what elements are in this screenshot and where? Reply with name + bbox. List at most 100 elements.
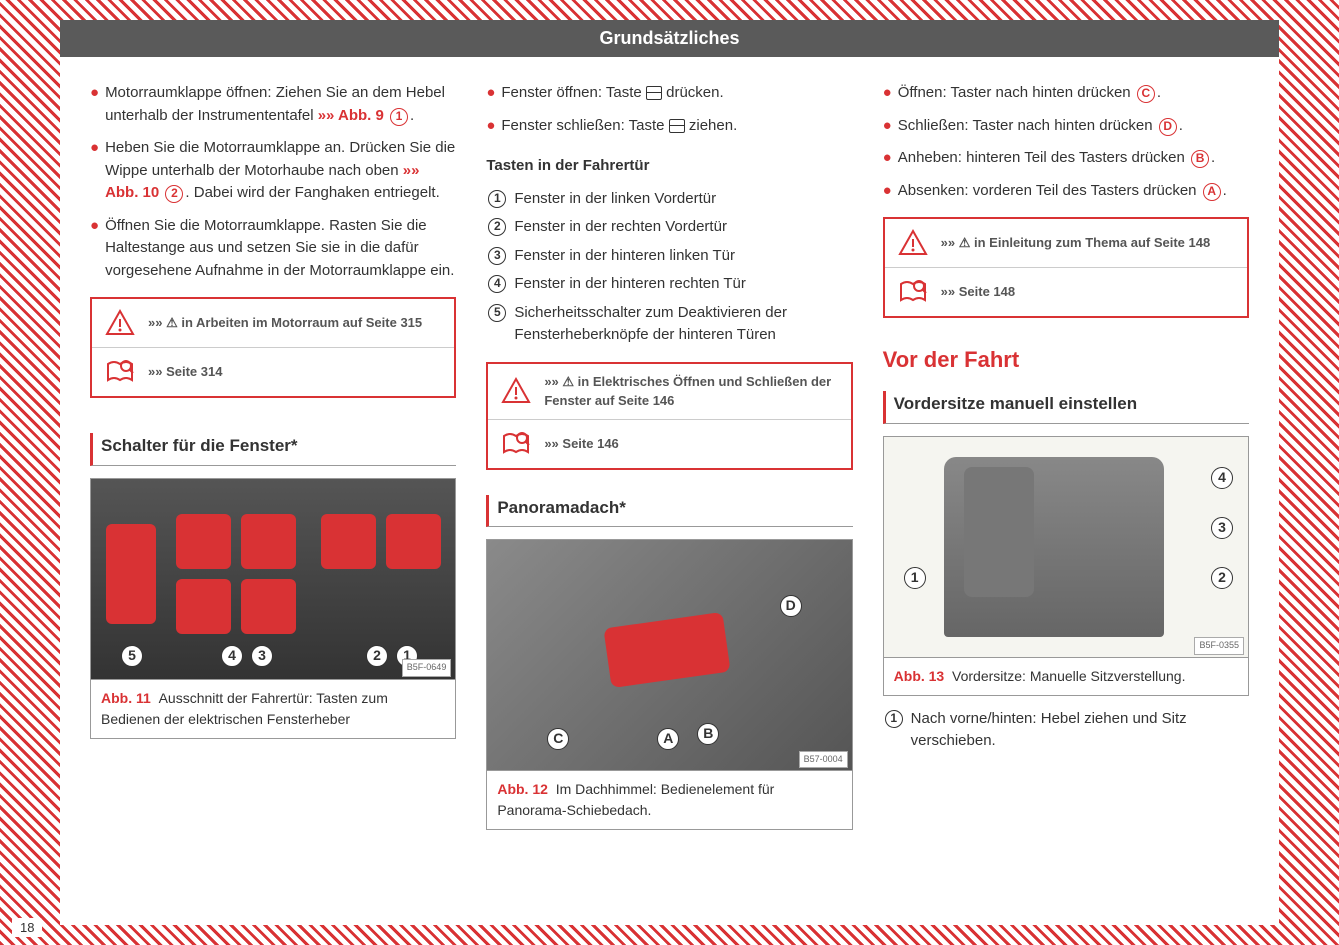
sub-header: Tasten in der Fahrertür — [486, 155, 852, 178]
reference-row: »» Seite 314 — [92, 347, 454, 396]
warning-box: »» ⚠ in Arbeiten im Motorraum auf Seite … — [90, 297, 456, 398]
warning-triangle-icon — [897, 227, 929, 259]
page-number: 18 — [12, 918, 42, 937]
text: Öffnen Sie die Motorraumklappe. Rasten S… — [105, 217, 454, 279]
text: . — [1211, 149, 1215, 166]
reference-text: »» Seite 314 — [148, 362, 222, 382]
book-icon — [897, 276, 929, 308]
item-number: 4 — [488, 275, 506, 293]
bullet-item: ●Öffnen: Taster nach hinten drücken C. — [883, 82, 1249, 105]
bullet-item: ● Fenster öffnen: Taste drücken. — [486, 82, 852, 105]
reference-row: »» Seite 146 — [488, 419, 850, 468]
text: drücken. — [662, 84, 724, 101]
figure-callout: 5 — [121, 645, 143, 667]
figure-callout: 1 — [904, 567, 926, 589]
text: Absenken: vorderen Teil des Tasters drüc… — [898, 182, 1201, 199]
item-text: Nach vorne/hinten: Hebel ziehen und Sitz… — [911, 708, 1249, 753]
figure-image-window-switches: 5 4 3 2 1 B5F-0649 — [91, 479, 455, 679]
warning-row: »» ⚠ in Arbeiten im Motorraum auf Seite … — [92, 299, 454, 347]
figure-callout: 4 — [1211, 467, 1233, 489]
section-subtitle: Panoramadach* — [486, 495, 852, 528]
bullet-item: ● Absenken: vorderen Teil des Tasters drü… — [883, 180, 1249, 203]
text: . — [410, 107, 414, 124]
figure-number: Abb. 12 — [497, 781, 548, 797]
bullet-item: ●Motorraumklappe öffnen: Ziehen Sie an d… — [90, 82, 456, 127]
bullet-dot: ● — [486, 115, 495, 138]
reference-text: »» Seite 146 — [544, 434, 618, 454]
figure-callout: D — [780, 595, 802, 617]
bullet-dot: ● — [883, 147, 892, 170]
ref-number: 2 — [165, 185, 183, 203]
numbered-item: 3 Fenster in der hinteren linken Tür — [486, 245, 852, 268]
item-text: Sicherheitsschalter zum Deaktivieren der… — [514, 302, 852, 347]
figure-image-seat-adjust: 1 2 3 4 B5F-0355 — [884, 437, 1248, 657]
item-number: 1 — [488, 190, 506, 208]
figure-callout: C — [547, 728, 569, 750]
figure-caption: Abb. 13 Vordersitze: Manuelle Sitzverste… — [884, 657, 1248, 695]
text: . — [1223, 182, 1227, 199]
text: ziehen. — [685, 117, 738, 134]
bullet-item: ●Anheben: hinteren Teil des Tasters drüc… — [883, 147, 1249, 170]
numbered-item: 1Fenster in der linken Vordertür — [486, 188, 852, 211]
book-icon — [500, 428, 532, 460]
warning-text: »» ⚠ in Arbeiten im Motorraum auf Seite … — [148, 313, 422, 333]
figure-box: 5 4 3 2 1 B5F-0649 Abb. 11 Ausschnitt de… — [90, 478, 456, 739]
bullet-dot: ● — [90, 215, 99, 283]
warning-box: »» ⚠ in Einleitung zum Thema auf Seite 1… — [883, 217, 1249, 318]
page-header: Grundsätzliches — [60, 20, 1279, 57]
warning-text: »» ⚠ in Elektrisches Öffnen und Schließe… — [544, 372, 838, 411]
window-button-icon — [646, 86, 662, 100]
item-number: 5 — [488, 304, 506, 322]
item-text: Fenster in der rechten Vordertür — [514, 216, 727, 239]
bullet-item: ●Schließen: Taster nach hinten drücken D… — [883, 115, 1249, 138]
figure-callout: A — [657, 728, 679, 750]
bullet-dot: ● — [883, 180, 892, 203]
numbered-item: 4 Fenster in der hinteren rechten Tür — [486, 273, 852, 296]
warning-row: »» ⚠ in Elektrisches Öffnen und Schließe… — [488, 364, 850, 419]
figure-callout: 3 — [251, 645, 273, 667]
window-button-icon — [669, 119, 685, 133]
reference-row: »» Seite 148 — [885, 267, 1247, 316]
warning-box: »» ⚠ in Elektrisches Öffnen und Schließe… — [486, 362, 852, 470]
warning-triangle-icon — [104, 307, 136, 339]
bullet-dot: ● — [90, 82, 99, 127]
bullet-item: ●Fenster schließen: Taste ziehen. — [486, 115, 852, 138]
figure-caption: Abb. 12 Im Dachhimmel: Bedienelement für… — [487, 770, 851, 829]
numbered-item: 2 Fenster in der rechten Vordertür — [486, 216, 852, 239]
text: Schließen: Taster nach hinten drücken — [898, 117, 1157, 134]
item-number: 1 — [885, 710, 903, 728]
section-subtitle: Vordersitze manuell einstellen — [883, 391, 1249, 424]
figure-ref[interactable]: »» Abb. 9 — [318, 107, 384, 124]
item-number: 3 — [488, 247, 506, 265]
bullet-item: ●Heben Sie die Motorraumklappe an. Drück… — [90, 137, 456, 205]
warning-triangle-icon — [500, 375, 532, 407]
item-text: Fenster in der hinteren linken Tür — [514, 245, 735, 268]
warning-text: »» ⚠ in Einleitung zum Thema auf Seite 1… — [941, 233, 1211, 253]
figure-callout: 2 — [1211, 567, 1233, 589]
ref-letter: D — [1159, 118, 1177, 136]
reference-text: »» Seite 148 — [941, 282, 1015, 302]
figure-caption: Abb. 11 Ausschnitt der Fahrertür: Tasten… — [91, 679, 455, 738]
text: . — [1179, 117, 1183, 134]
figure-number: Abb. 11 — [101, 690, 151, 706]
item-number: 2 — [488, 218, 506, 236]
section-subtitle: Schalter für die Fenster* — [90, 433, 456, 466]
figure-image-panorama-roof: C A B D B57-0004 — [487, 540, 851, 770]
section-title: Vor der Fahrt — [883, 343, 1249, 376]
figure-code: B5F-0355 — [1194, 637, 1244, 655]
figure-callout: 4 — [221, 645, 243, 667]
bullet-dot: ● — [486, 82, 495, 105]
figure-number: Abb. 13 — [894, 668, 945, 684]
ref-letter: C — [1137, 85, 1155, 103]
figure-callout: 3 — [1211, 517, 1233, 539]
bullet-dot: ● — [883, 82, 892, 105]
column-3: ●Öffnen: Taster nach hinten drücken C. ●… — [883, 82, 1249, 830]
numbered-item: 1 Nach vorne/hinten: Hebel ziehen und Sit… — [883, 708, 1249, 753]
figure-caption-text: Vordersitze: Manuelle Sitzverstellung. — [952, 668, 1185, 684]
text: . — [1157, 84, 1161, 101]
item-text: Fenster in der hinteren rechten Tür — [514, 273, 746, 296]
figure-box: 1 2 3 4 B5F-0355 Abb. 13 Vordersitze: Ma… — [883, 436, 1249, 696]
text: Fenster öffnen: Taste — [501, 84, 646, 101]
ref-number: 1 — [390, 108, 408, 126]
book-icon — [104, 356, 136, 388]
